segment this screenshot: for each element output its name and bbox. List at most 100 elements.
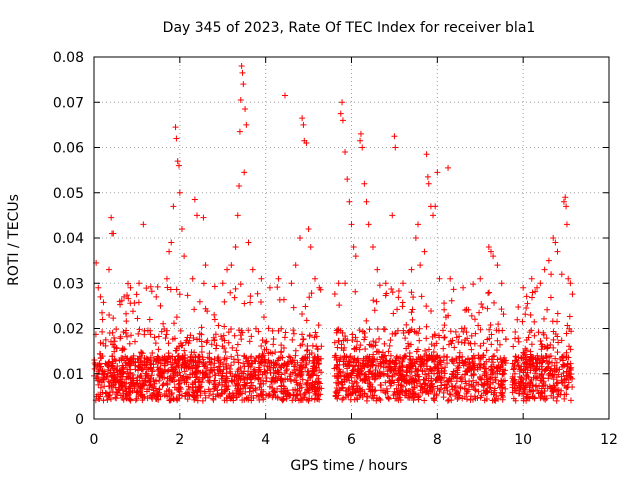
data-point	[336, 386, 343, 393]
data-point	[453, 355, 460, 362]
data-point	[464, 369, 471, 376]
data-point	[208, 356, 215, 363]
data-point	[512, 335, 519, 342]
data-point	[490, 253, 497, 260]
data-point	[401, 352, 408, 359]
data-point	[408, 309, 415, 316]
data-point	[432, 203, 439, 210]
data-point	[491, 352, 498, 359]
data-point	[261, 369, 268, 376]
data-point	[242, 106, 249, 113]
data-point	[151, 334, 158, 341]
data-point	[377, 372, 384, 379]
data-point	[449, 337, 456, 344]
data-point	[231, 294, 238, 301]
data-point	[404, 364, 411, 371]
data-point	[313, 395, 320, 402]
data-point	[230, 394, 237, 401]
data-point	[162, 335, 169, 342]
data-point	[415, 396, 422, 403]
data-point	[376, 282, 383, 289]
data-point	[421, 248, 428, 255]
data-point	[121, 293, 128, 300]
data-point	[380, 370, 387, 377]
data-point	[278, 364, 285, 371]
data-point	[247, 384, 254, 391]
data-point	[120, 329, 127, 336]
data-point	[453, 387, 460, 394]
data-point	[201, 388, 208, 395]
data-point	[471, 366, 478, 373]
data-point	[502, 336, 509, 342]
data-point	[344, 176, 351, 183]
data-point	[470, 281, 477, 288]
data-point	[290, 327, 297, 334]
data-point	[173, 314, 180, 321]
data-point	[351, 388, 358, 395]
data-point	[293, 366, 300, 373]
data-point	[517, 386, 524, 393]
data-point	[515, 354, 522, 361]
data-point	[463, 368, 470, 375]
data-point	[97, 339, 104, 346]
data-point	[214, 387, 221, 394]
data-point	[460, 284, 467, 291]
data-point	[112, 394, 119, 401]
data-point	[124, 333, 131, 340]
data-point	[275, 355, 282, 362]
data-point	[510, 343, 517, 350]
data-point	[346, 198, 353, 205]
data-point	[262, 339, 269, 346]
data-point	[220, 366, 227, 373]
data-point	[245, 239, 252, 246]
data-point	[228, 262, 235, 269]
data-point	[353, 379, 360, 386]
data-point	[371, 388, 378, 395]
data-point	[352, 253, 359, 260]
data-point	[463, 396, 470, 403]
data-point	[312, 390, 319, 397]
data-point	[526, 329, 533, 336]
data-point	[127, 332, 134, 339]
data-point	[458, 339, 465, 346]
data-point	[177, 340, 184, 347]
data-point	[332, 352, 339, 359]
data-point	[160, 381, 167, 388]
data-point	[221, 298, 228, 305]
data-point	[391, 379, 398, 386]
data-point	[362, 355, 369, 362]
data-point	[123, 395, 130, 402]
data-point	[412, 365, 419, 372]
data-point	[370, 338, 377, 345]
data-point	[235, 359, 242, 366]
data-point	[515, 390, 522, 397]
data-point	[161, 353, 168, 360]
data-point	[561, 376, 568, 383]
data-point	[278, 325, 285, 332]
data-point	[223, 364, 230, 371]
data-point	[123, 318, 130, 325]
data-point	[210, 334, 217, 341]
data-point	[251, 369, 258, 376]
data-point	[403, 367, 410, 374]
data-point	[368, 342, 375, 349]
data-point	[410, 294, 417, 301]
data-point	[385, 395, 392, 402]
data-point	[527, 360, 534, 367]
data-point	[111, 356, 118, 363]
data-point	[409, 316, 416, 323]
data-point	[500, 311, 507, 318]
data-point	[287, 376, 294, 383]
data-point	[431, 370, 438, 377]
data-point	[456, 333, 463, 340]
data-point	[247, 299, 254, 306]
data-point	[226, 365, 233, 372]
data-point	[546, 358, 553, 365]
data-point	[434, 376, 441, 383]
data-point	[184, 292, 191, 299]
data-point	[273, 361, 280, 368]
data-point	[263, 392, 270, 399]
data-point	[141, 382, 148, 389]
data-point	[163, 327, 170, 334]
data-point	[558, 377, 565, 384]
